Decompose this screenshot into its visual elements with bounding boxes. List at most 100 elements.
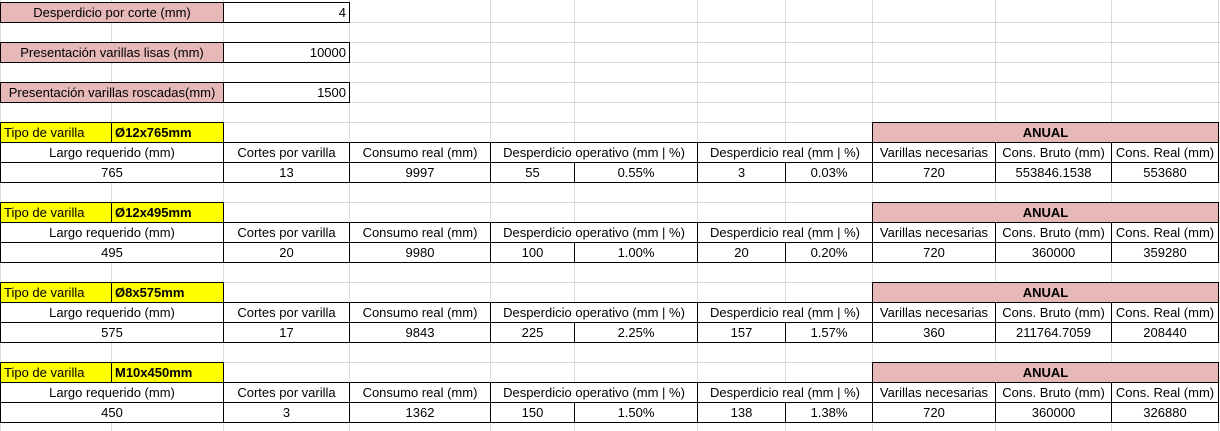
value-desperdicio-real-pct[interactable]: 1.57% xyxy=(785,322,873,343)
value-cons-bruto[interactable]: 360000 xyxy=(995,402,1112,423)
value-cortes[interactable]: 20 xyxy=(223,242,350,263)
value-varillas[interactable]: 360 xyxy=(872,322,996,343)
header-desperdicio-real[interactable]: Desperdicio real (mm | %) xyxy=(697,302,873,323)
value-varillas[interactable]: 720 xyxy=(872,242,996,263)
param-label[interactable]: Presentación varillas lisas (mm) xyxy=(0,42,224,63)
tipo-varilla-name[interactable]: Ø12x495mm xyxy=(111,202,224,223)
value-desperdicio-operativo-mm[interactable]: 150 xyxy=(490,402,575,423)
value-cons-real[interactable]: 359280 xyxy=(1111,242,1219,263)
value-largo[interactable]: 575 xyxy=(0,322,224,343)
header-largo[interactable]: Largo requerido (mm) xyxy=(0,142,224,163)
gridline xyxy=(0,202,1220,203)
header-desperdicio-operativo[interactable]: Desperdicio operativo (mm | %) xyxy=(490,222,698,243)
value-cons-real[interactable]: 208440 xyxy=(1111,322,1219,343)
header-desperdicio-operativo[interactable]: Desperdicio operativo (mm | %) xyxy=(490,382,698,403)
anual-header[interactable]: ANUAL xyxy=(872,122,1219,143)
gridline xyxy=(349,0,350,431)
header-cortes[interactable]: Cortes por varilla xyxy=(223,302,350,323)
header-cortes[interactable]: Cortes por varilla xyxy=(223,382,350,403)
header-cons-real[interactable]: Cons. Real (mm) xyxy=(1111,382,1219,403)
gridline xyxy=(490,0,491,431)
value-cons-bruto[interactable]: 211764.7059 xyxy=(995,322,1112,343)
header-cons-real[interactable]: Cons. Real (mm) xyxy=(1111,142,1219,163)
header-largo[interactable]: Largo requerido (mm) xyxy=(0,302,224,323)
value-largo[interactable]: 765 xyxy=(0,162,224,183)
header-desperdicio-operativo[interactable]: Desperdicio operativo (mm | %) xyxy=(490,142,698,163)
value-desperdicio-real-pct[interactable]: 1.38% xyxy=(785,402,873,423)
value-desperdicio-real-pct[interactable]: 0.20% xyxy=(785,242,873,263)
value-cortes[interactable]: 17 xyxy=(223,322,350,343)
tipo-varilla-label[interactable]: Tipo de varilla xyxy=(0,202,112,223)
value-cons-real[interactable]: 326880 xyxy=(1111,402,1219,423)
header-desperdicio-operativo[interactable]: Desperdicio operativo (mm | %) xyxy=(490,302,698,323)
anual-header[interactable]: ANUAL xyxy=(872,202,1219,223)
value-desperdicio-real-mm[interactable]: 20 xyxy=(697,242,786,263)
value-cortes[interactable]: 3 xyxy=(223,402,350,423)
gridline xyxy=(785,0,786,431)
header-cons-real[interactable]: Cons. Real (mm) xyxy=(1111,222,1219,243)
value-desperdicio-real-pct[interactable]: 0.03% xyxy=(785,162,873,183)
value-largo[interactable]: 495 xyxy=(0,242,224,263)
header-consumo[interactable]: Consumo real (mm) xyxy=(349,382,491,403)
header-cortes[interactable]: Cortes por varilla xyxy=(223,142,350,163)
value-cons-real[interactable]: 553680 xyxy=(1111,162,1219,183)
anual-header[interactable]: ANUAL xyxy=(872,282,1219,303)
gridline xyxy=(0,22,1220,23)
tipo-varilla-label[interactable]: Tipo de varilla xyxy=(0,122,112,143)
header-desperdicio-real[interactable]: Desperdicio real (mm | %) xyxy=(697,222,873,243)
value-desperdicio-real-mm[interactable]: 157 xyxy=(697,322,786,343)
value-varillas[interactable]: 720 xyxy=(872,402,996,423)
header-consumo[interactable]: Consumo real (mm) xyxy=(349,142,491,163)
param-value[interactable]: 1500 xyxy=(223,82,350,103)
header-cons-bruto[interactable]: Cons. Bruto (mm) xyxy=(995,142,1112,163)
value-consumo[interactable]: 1362 xyxy=(349,402,491,423)
value-varillas[interactable]: 720 xyxy=(872,162,996,183)
gridline xyxy=(697,0,698,431)
value-cons-bruto[interactable]: 360000 xyxy=(995,242,1112,263)
anual-header[interactable]: ANUAL xyxy=(872,362,1219,383)
value-desperdicio-real-mm[interactable]: 3 xyxy=(697,162,786,183)
value-desperdicio-operativo-pct[interactable]: 1.50% xyxy=(574,402,698,423)
gridline xyxy=(0,62,1220,63)
value-desperdicio-operativo-pct[interactable]: 1.00% xyxy=(574,242,698,263)
header-largo[interactable]: Largo requerido (mm) xyxy=(0,382,224,403)
gridline xyxy=(0,82,1220,83)
tipo-varilla-name[interactable]: M10x450mm xyxy=(111,362,224,383)
header-varillas[interactable]: Varillas necesarias xyxy=(872,142,996,163)
value-desperdicio-operativo-mm[interactable]: 100 xyxy=(490,242,575,263)
header-cons-bruto[interactable]: Cons. Bruto (mm) xyxy=(995,222,1112,243)
value-consumo[interactable]: 9997 xyxy=(349,162,491,183)
param-label[interactable]: Desperdicio por corte (mm) xyxy=(0,2,224,23)
tipo-varilla-name[interactable]: Ø12x765mm xyxy=(111,122,224,143)
param-value[interactable]: 4 xyxy=(223,2,350,23)
header-varillas[interactable]: Varillas necesarias xyxy=(872,302,996,323)
header-consumo[interactable]: Consumo real (mm) xyxy=(349,302,491,323)
param-value[interactable]: 10000 xyxy=(223,42,350,63)
header-cons-bruto[interactable]: Cons. Bruto (mm) xyxy=(995,382,1112,403)
header-desperdicio-real[interactable]: Desperdicio real (mm | %) xyxy=(697,382,873,403)
value-consumo[interactable]: 9980 xyxy=(349,242,491,263)
tipo-varilla-name[interactable]: Ø8x575mm xyxy=(111,282,224,303)
value-desperdicio-real-mm[interactable]: 138 xyxy=(697,402,786,423)
value-desperdicio-operativo-pct[interactable]: 2.25% xyxy=(574,322,698,343)
value-cortes[interactable]: 13 xyxy=(223,162,350,183)
gridline xyxy=(0,362,1220,363)
header-cons-real[interactable]: Cons. Real (mm) xyxy=(1111,302,1219,323)
header-consumo[interactable]: Consumo real (mm) xyxy=(349,222,491,243)
tipo-varilla-label[interactable]: Tipo de varilla xyxy=(0,282,112,303)
header-varillas[interactable]: Varillas necesarias xyxy=(872,382,996,403)
value-desperdicio-operativo-pct[interactable]: 0.55% xyxy=(574,162,698,183)
value-consumo[interactable]: 9843 xyxy=(349,322,491,343)
value-largo[interactable]: 450 xyxy=(0,402,224,423)
header-varillas[interactable]: Varillas necesarias xyxy=(872,222,996,243)
param-label[interactable]: Presentación varillas roscadas(mm) xyxy=(0,82,224,103)
header-largo[interactable]: Largo requerido (mm) xyxy=(0,222,224,243)
value-desperdicio-operativo-mm[interactable]: 225 xyxy=(490,322,575,343)
header-cons-bruto[interactable]: Cons. Bruto (mm) xyxy=(995,302,1112,323)
header-cortes[interactable]: Cortes por varilla xyxy=(223,222,350,243)
value-desperdicio-operativo-mm[interactable]: 55 xyxy=(490,162,575,183)
value-cons-bruto[interactable]: 553846.1538 xyxy=(995,162,1112,183)
header-desperdicio-real[interactable]: Desperdicio real (mm | %) xyxy=(697,142,873,163)
tipo-varilla-label[interactable]: Tipo de varilla xyxy=(0,362,112,383)
